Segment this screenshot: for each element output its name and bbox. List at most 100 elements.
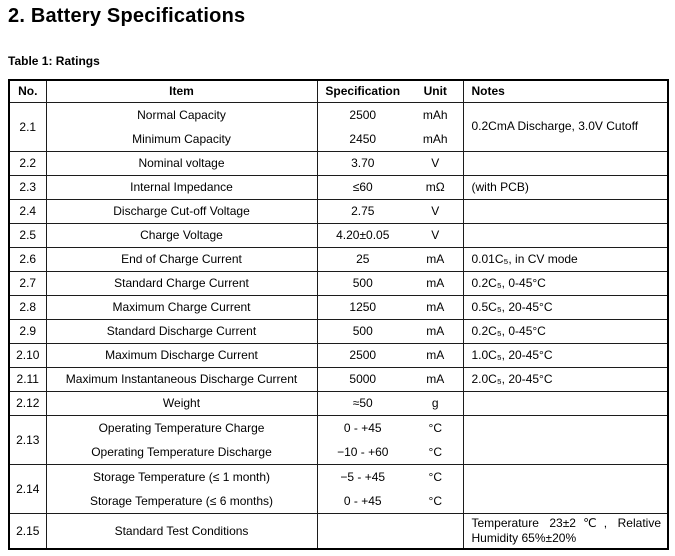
page-title: 2. Battery Specifications	[8, 5, 246, 27]
cell-unit: mAh mAh	[408, 101, 464, 152]
cell-item: Weight	[46, 390, 318, 416]
cell-spec: 2.75	[317, 198, 408, 224]
spec-line: 0 - +45	[343, 493, 382, 508]
cell-spec: 4.20±0.05	[317, 222, 408, 248]
cell-spec: 500	[317, 270, 408, 296]
table-row: 2.8 Maximum Charge Current 1250 mA 0.5C₅…	[9, 294, 668, 320]
cell-unit: V	[408, 222, 464, 248]
cell-no: 2.8	[9, 294, 47, 320]
cell-item: Storage Temperature (≤ 1 month) Storage …	[46, 463, 318, 514]
cell-unit: mA	[408, 342, 464, 368]
table-row: 2.4 Discharge Cut-off Voltage 2.75 V	[9, 198, 668, 224]
spec-line: 0 - +45	[343, 420, 382, 435]
cell-unit	[408, 512, 464, 549]
cell-unit: mA	[408, 366, 464, 392]
cell-item: Maximum Instantaneous Discharge Current	[46, 366, 318, 392]
cell-item: Nominal voltage	[46, 150, 318, 176]
unit-line: °C	[428, 420, 442, 435]
header-notes: Notes	[463, 79, 668, 103]
cell-unit: V	[408, 150, 464, 176]
table-row: 2.7 Standard Charge Current 500 mA 0.2C₅…	[9, 270, 668, 296]
table-row: 2.1 Normal Capacity Minimum Capacity 250…	[9, 101, 668, 152]
cell-notes	[463, 463, 668, 514]
cell-item: Standard Discharge Current	[46, 318, 318, 344]
cell-notes: 0.2C₅, 0-45°C	[463, 318, 668, 344]
cell-notes	[463, 390, 668, 416]
cell-no: 2.1	[9, 101, 47, 152]
cell-unit: g	[408, 390, 464, 416]
spec-line: 2450	[349, 131, 377, 146]
cell-no: 2.3	[9, 174, 47, 200]
cell-notes: (with PCB)	[463, 174, 668, 200]
unit-line: °C	[428, 493, 442, 508]
unit-line: °C	[428, 469, 442, 484]
item-line: Operating Temperature Discharge	[91, 444, 272, 459]
cell-spec	[317, 512, 408, 549]
cell-notes	[463, 198, 668, 224]
cell-no: 2.2	[9, 150, 47, 176]
cell-item: Operating Temperature Charge Operating T…	[46, 414, 318, 465]
table-row: 2.9 Standard Discharge Current 500 mA 0.…	[9, 318, 668, 344]
cell-item: End of Charge Current	[46, 246, 318, 272]
cell-notes: 0.2CmA Discharge, 3.0V Cutoff	[463, 101, 668, 152]
cell-item: Internal Impedance	[46, 174, 318, 200]
cell-unit: °C °C	[408, 414, 464, 465]
item-line: Operating Temperature Charge	[98, 420, 265, 435]
cell-unit: mA	[408, 294, 464, 320]
table-row: 2.13 Operating Temperature Charge Operat…	[9, 414, 668, 465]
cell-item: Maximum Discharge Current	[46, 342, 318, 368]
cell-item: Normal Capacity Minimum Capacity	[46, 101, 318, 152]
cell-item: Maximum Charge Current	[46, 294, 318, 320]
table-row: 2.5 Charge Voltage 4.20±0.05 V	[9, 222, 668, 248]
cell-no: 2.5	[9, 222, 47, 248]
cell-spec: −5 - +45 0 - +45	[317, 463, 408, 514]
cell-no: 2.7	[9, 270, 47, 296]
cell-unit: mA	[408, 270, 464, 296]
item-line: Normal Capacity	[137, 107, 226, 122]
cell-no: 2.10	[9, 342, 47, 368]
table-header-row: No. Item Specification Unit Notes	[9, 79, 668, 103]
cell-item: Charge Voltage	[46, 222, 318, 248]
cell-unit: mA	[408, 246, 464, 272]
item-line: Minimum Capacity	[132, 131, 231, 146]
table-row: 2.6 End of Charge Current 25 mA 0.01C₅, …	[9, 246, 668, 272]
cell-spec: 5000	[317, 366, 408, 392]
cell-item: Discharge Cut-off Voltage	[46, 198, 318, 224]
cell-spec: 0 - +45 −10 - +60	[317, 414, 408, 465]
cell-no: 2.6	[9, 246, 47, 272]
cell-spec: ≤60	[317, 174, 408, 200]
spec-line: −5 - +45	[340, 469, 386, 484]
table-caption: Table 1: Ratings	[8, 54, 100, 68]
spec-line: 2500	[349, 107, 377, 122]
table-row: 2.10 Maximum Discharge Current 2500 mA 1…	[9, 342, 668, 368]
cell-item: Standard Charge Current	[46, 270, 318, 296]
cell-notes: 1.0C₅, 20-45°C	[463, 342, 668, 368]
header-specification: Specification	[317, 79, 408, 103]
table-row: 2.2 Nominal voltage 3.70 V	[9, 150, 668, 176]
cell-unit: V	[408, 198, 464, 224]
cell-no: 2.11	[9, 366, 47, 392]
cell-unit: mΩ	[408, 174, 464, 200]
cell-no: 2.12	[9, 390, 47, 416]
cell-spec: ≈50	[317, 390, 408, 416]
cell-notes: 0.5C₅, 20-45°C	[463, 294, 668, 320]
table-row: 2.12 Weight ≈50 g	[9, 390, 668, 416]
cell-unit: °C °C	[408, 463, 464, 514]
cell-no: 2.13	[9, 414, 47, 465]
cell-notes: 2.0C₅, 20-45°C	[463, 366, 668, 392]
item-line: Storage Temperature (≤ 1 month)	[92, 469, 271, 484]
table-row: 2.11 Maximum Instantaneous Discharge Cur…	[9, 366, 668, 392]
cell-notes	[463, 150, 668, 176]
cell-notes: 0.01C₅, in CV mode	[463, 246, 668, 272]
cell-notes	[463, 222, 668, 248]
table-row: 2.14 Storage Temperature (≤ 1 month) Sto…	[9, 463, 668, 514]
item-line: Storage Temperature (≤ 6 months)	[89, 493, 274, 508]
spec-line: −10 - +60	[337, 444, 389, 459]
cell-notes: Temperature 23±2℃, Relative Humidity 65%…	[463, 512, 668, 549]
cell-notes: 0.2C₅, 0-45°C	[463, 270, 668, 296]
table-row: 2.3 Internal Impedance ≤60 mΩ (with PCB)	[9, 174, 668, 200]
header-no: No.	[9, 79, 47, 103]
cell-unit: mA	[408, 318, 464, 344]
ratings-table: No. Item Specification Unit Notes 2.1 No…	[8, 79, 669, 550]
header-item: Item	[46, 79, 318, 103]
